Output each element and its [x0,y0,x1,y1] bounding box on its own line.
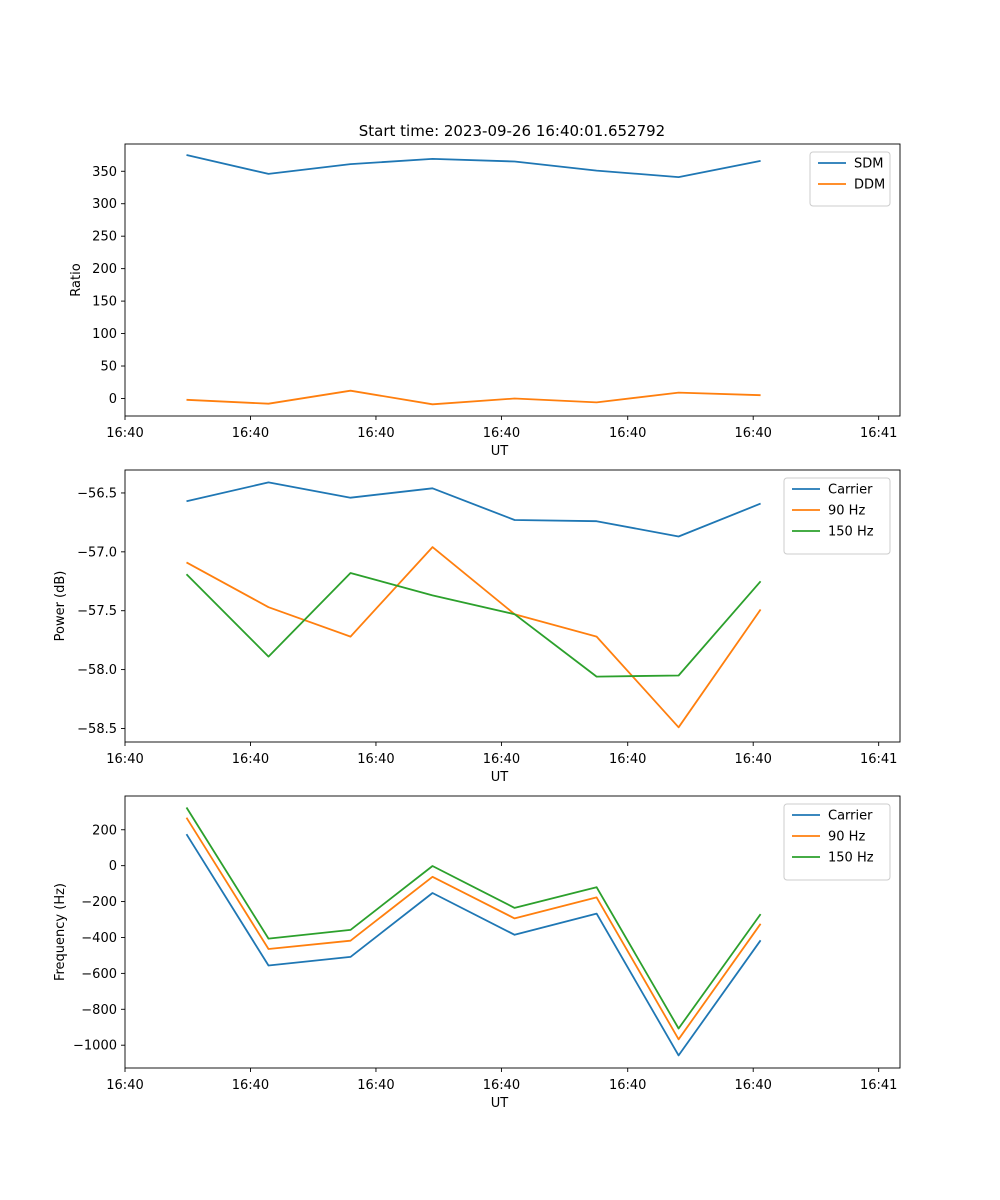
legend-label: Carrier [828,483,873,498]
x-tick-label: 16:40 [734,752,771,767]
y-tick-label: −600 [81,967,117,982]
x-tick-label: 16:40 [483,426,520,441]
legend [783,477,891,555]
x-axis-label: UT [491,770,509,785]
x-tick-label: 16:40 [609,1078,646,1093]
series-line-sdm [186,154,761,179]
y-tick-label: −400 [81,931,117,946]
y-tick-label: 0 [109,859,117,874]
y-tick-label: 150 [92,295,117,310]
legend-label: 90 Hz [828,830,865,845]
y-tick-label: 0 [109,392,117,407]
y-axis-label: Ratio [69,263,84,296]
x-tick-label: 16:40 [734,1078,771,1093]
y-tick-label: −56.5 [77,486,117,501]
legend-label: DDM [854,178,885,193]
y-tick-label: −58.5 [77,722,117,737]
x-tick-label: 16:40 [106,1078,143,1093]
axes-frame [124,469,901,743]
axes-frame [124,143,901,417]
x-tick-label: 16:40 [483,752,520,767]
series-line-carrier [185,833,762,1057]
legend-label: 150 Hz [828,525,874,540]
y-tick-label: −800 [81,1003,117,1018]
legend-label: Carrier [828,809,873,824]
x-tick-label: 16:40 [232,1078,269,1093]
legend-label: 150 Hz [828,851,874,866]
series-line-carrier [186,481,761,538]
x-tick-label: 16:40 [357,1078,394,1093]
y-tick-label: 200 [92,823,117,838]
series-line-ddm [186,389,761,406]
y-tick-label: 100 [92,327,117,342]
legend [783,803,891,881]
series-line-150-hz [185,807,762,1030]
y-tick-label: 300 [92,197,117,212]
x-tick-label: 16:41 [860,1078,897,1093]
chart-panel-3: −1000 −800 −600 −400 −200 0 200 16:40 16:40 16:40… [53,795,901,1111]
x-tick-label: 16:40 [734,426,771,441]
x-tick-label: 16:40 [232,752,269,767]
y-axis-label: Power (dB) [53,571,68,642]
x-tick-label: 16:40 [106,752,143,767]
y-tick-label: 200 [92,262,117,277]
y-tick-label: 350 [92,165,117,180]
series-line-90-hz [185,817,762,1041]
series-line-90-hz [186,546,762,729]
y-tick-label: 250 [92,230,117,245]
x-tick-label: 16:41 [860,752,897,767]
x-tick-label: 16:40 [232,426,269,441]
x-tick-label: 16:40 [483,1078,520,1093]
y-tick-label: −200 [81,895,117,910]
y-tick-label: −57.5 [77,604,117,619]
figure-title: Start time: 2023-09-26 16:40:01.652792 [359,122,665,140]
series-line-150-hz [185,572,762,678]
x-axis-label: UT [491,1096,509,1111]
legend-label: 90 Hz [828,504,865,519]
x-tick-label: 16:40 [609,752,646,767]
y-tick-label: −57.0 [77,545,117,560]
y-axis-label: Frequency (Hz) [53,883,68,981]
x-tick-label: 16:40 [357,752,394,767]
y-tick-label: 50 [100,360,117,375]
y-tick-label: −1000 [73,1039,117,1054]
legend [809,151,891,207]
axes-frame [124,795,901,1069]
chart-panel-1: 0 50 100 150 200 250 300 350 16:40 16:40 16:40 16:4… [69,143,901,459]
chart-panel-2: −58.5 −58.0 −57.5 −57.0 −56.5 16:40 16:40 16:40… [53,469,901,785]
x-tick-label: 16:40 [357,426,394,441]
x-tick-label: 16:40 [609,426,646,441]
y-tick-label: −58.0 [77,663,117,678]
x-tick-label: 16:41 [860,426,897,441]
x-tick-label: 16:40 [106,426,143,441]
legend-label: SDM [854,157,883,172]
x-axis-label: UT [491,444,509,459]
